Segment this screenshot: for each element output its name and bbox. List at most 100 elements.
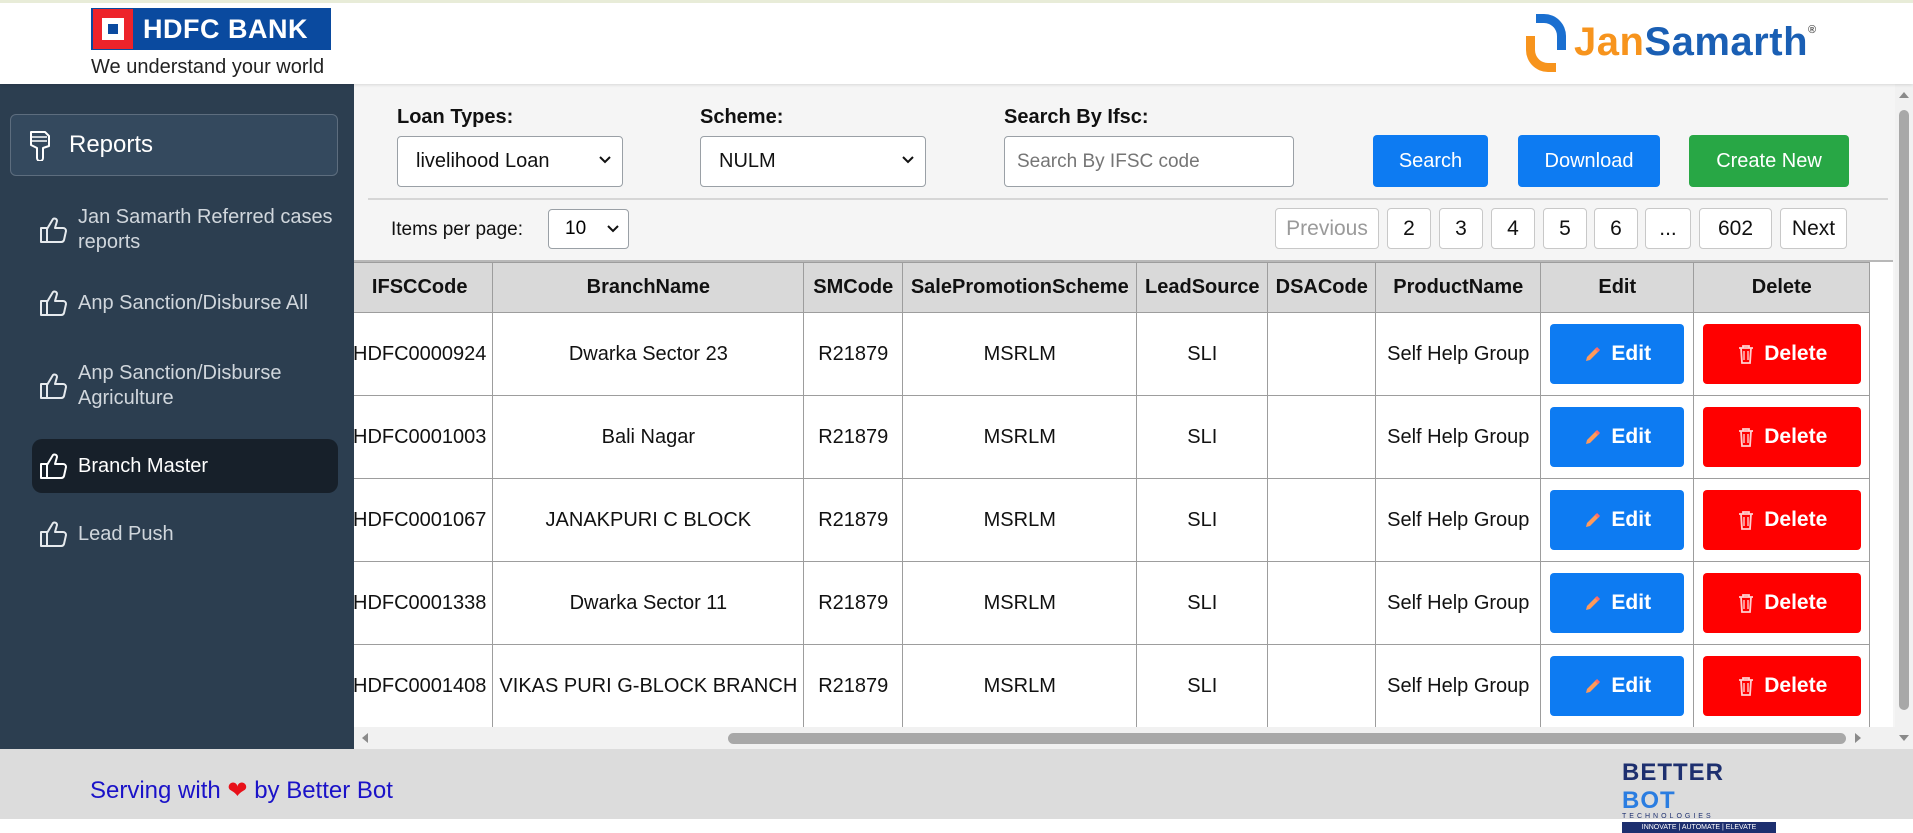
- edit-button[interactable]: Edit: [1550, 656, 1685, 716]
- footer-credit: Serving with ❤ by Better Bot: [90, 776, 393, 805]
- sidebar-item-label: Branch Master: [78, 454, 209, 477]
- scroll-right-arrow-icon: [1855, 733, 1861, 743]
- better-bot-logo[interactable]: BETTER BOT TECHNOLOGIES INNOVATE | AUTOM…: [1622, 759, 1778, 833]
- better-bot-logo-title: BETTER BOT: [1622, 759, 1724, 814]
- page-vertical-scrollbar[interactable]: [1895, 84, 1913, 749]
- delete-button[interactable]: Delete: [1702, 573, 1861, 633]
- cell-scheme: MSRLM: [902, 312, 1138, 396]
- pencil-icon: [1586, 512, 1601, 527]
- cell-ifsc: HDFC0001408: [354, 644, 494, 727]
- delete-button[interactable]: Delete: [1702, 656, 1861, 716]
- cell-dsacode: [1267, 561, 1377, 645]
- sidebar-item-anp-sanction-disburse-all[interactable]: Anp Sanction/Disburse All: [32, 283, 338, 323]
- table-header-row: IFSCCode BranchName SMCode SalePromotion…: [354, 262, 1871, 313]
- items-per-page-label: Items per page:: [391, 219, 524, 240]
- sidebar-item-branch-master[interactable]: Branch Master: [32, 439, 338, 493]
- sidebar-item-label: Lead Push: [78, 522, 174, 545]
- pagination-previous[interactable]: Previous: [1275, 208, 1379, 249]
- delete-button-label: Delete: [1764, 674, 1828, 697]
- ifsc-search-input[interactable]: [1004, 136, 1294, 187]
- column-header-salepromotionscheme[interactable]: SalePromotionScheme: [902, 262, 1138, 313]
- scroll-down-arrow-icon: [1899, 735, 1909, 741]
- pagination-next[interactable]: Next: [1780, 208, 1847, 249]
- filter-divider: [368, 198, 1888, 200]
- sidebar-item-jan-samarth-referred-cases[interactable]: Jan Samarth Referred cases reports: [32, 202, 338, 258]
- create-new-button[interactable]: Create New: [1689, 135, 1849, 187]
- items-per-page-select[interactable]: 10: [548, 209, 629, 249]
- table-row: HDFC0000924 Dwarka Sector 23 R21879 MSRL…: [354, 312, 1871, 396]
- cell-leadsource: SLI: [1136, 644, 1269, 727]
- footer-text-after: by Better Bot: [254, 777, 393, 804]
- hdfc-bank-logo[interactable]: HDFC BANK We understand your world: [91, 8, 331, 82]
- table-horizontal-scrollbar[interactable]: [354, 727, 1913, 749]
- sidebar-item-anp-sanction-disburse-agriculture[interactable]: Anp Sanction/Disburse Agriculture: [32, 358, 338, 414]
- column-header-ifsccode[interactable]: IFSCCode: [354, 262, 494, 313]
- download-button[interactable]: Download: [1518, 135, 1660, 187]
- delete-button-label: Delete: [1764, 591, 1828, 614]
- edit-button-label: Edit: [1611, 508, 1652, 531]
- delete-button-label: Delete: [1764, 508, 1828, 531]
- pagination-page-602[interactable]: 602: [1699, 208, 1772, 249]
- chevron-down-icon: [902, 156, 914, 164]
- better-bot-logo-subtitle: TECHNOLOGIES: [1622, 813, 1714, 820]
- sidebar-reports-label: Reports: [69, 131, 154, 158]
- cell-product: Self Help Group: [1375, 644, 1542, 727]
- pagination-page-6[interactable]: 6: [1594, 208, 1638, 249]
- chevron-down-icon: [599, 156, 611, 164]
- thumbs-up-icon: [40, 217, 67, 243]
- cell-delete: Delete: [1693, 312, 1871, 396]
- edit-button[interactable]: Edit: [1550, 407, 1685, 467]
- sidebar-reports-header[interactable]: Reports: [10, 114, 338, 176]
- jansamarth-logo[interactable]: JanSamarth®: [1526, 9, 1817, 75]
- pagination-page-2[interactable]: 2: [1387, 208, 1431, 249]
- edit-button[interactable]: Edit: [1550, 573, 1685, 633]
- cell-scheme: MSRLM: [902, 561, 1138, 645]
- column-header-productname[interactable]: ProductName: [1375, 262, 1542, 313]
- cell-ifsc: HDFC0001003: [354, 395, 494, 479]
- trash-icon: [1739, 594, 1754, 613]
- edit-button[interactable]: Edit: [1550, 324, 1685, 384]
- delete-button[interactable]: Delete: [1702, 490, 1861, 550]
- cell-scheme: MSRLM: [902, 478, 1138, 562]
- app-footer: Serving with ❤ by Better Bot BETTER BOT …: [0, 749, 1913, 833]
- page-vertical-scrollbar-thumb[interactable]: [1899, 110, 1909, 710]
- hdfc-tagline: We understand your world: [91, 56, 325, 78]
- table-horizontal-scrollbar-thumb[interactable]: [728, 733, 1846, 744]
- cell-edit: Edit: [1540, 644, 1695, 727]
- jansamarth-logo-text: JanSamarth®: [1574, 19, 1817, 64]
- cell-product: Self Help Group: [1375, 395, 1542, 479]
- table-row: HDFC0001003 Bali Nagar R21879 MSRLM SLI …: [354, 395, 1871, 479]
- column-header-smcode[interactable]: SMCode: [803, 262, 904, 313]
- delete-button[interactable]: Delete: [1702, 324, 1861, 384]
- cell-smcode: R21879: [803, 561, 904, 645]
- cell-smcode: R21879: [803, 312, 904, 396]
- scheme-select[interactable]: NULM: [700, 136, 926, 187]
- search-button[interactable]: Search: [1373, 135, 1488, 187]
- sidebar-item-label: Anp Sanction/Disburse Agriculture: [78, 362, 282, 409]
- pagination-page-3[interactable]: 3: [1439, 208, 1483, 249]
- column-header-branchname[interactable]: BranchName: [492, 262, 805, 313]
- cell-branch: VIKAS PURI G-BLOCK BRANCH: [492, 644, 805, 727]
- thumbs-up-icon: [40, 521, 67, 547]
- thumbs-up-icon: [40, 373, 67, 399]
- delete-button-label: Delete: [1764, 425, 1828, 448]
- pagination-page-5[interactable]: 5: [1543, 208, 1587, 249]
- items-per-page-value: 10: [565, 218, 587, 239]
- pagination-page-4[interactable]: 4: [1491, 208, 1535, 249]
- cell-leadsource: SLI: [1136, 561, 1269, 645]
- column-header-edit: Edit: [1540, 262, 1695, 313]
- column-header-leadsource[interactable]: LeadSource: [1136, 262, 1269, 313]
- heart-icon: ❤: [227, 777, 248, 804]
- scroll-left-arrow-icon: [362, 733, 368, 743]
- edit-button[interactable]: Edit: [1550, 490, 1685, 550]
- column-header-dsacode[interactable]: DSACode: [1267, 262, 1377, 313]
- cell-branch: Dwarka Sector 11: [492, 561, 805, 645]
- cell-smcode: R21879: [803, 395, 904, 479]
- loan-types-select[interactable]: livelihood Loan: [397, 136, 623, 187]
- delete-button[interactable]: Delete: [1702, 407, 1861, 467]
- sidebar-item-lead-push[interactable]: Lead Push: [32, 514, 338, 554]
- cell-edit: Edit: [1540, 395, 1695, 479]
- cell-ifsc: HDFC0001067: [354, 478, 494, 562]
- hdfc-logo-box: HDFC BANK: [91, 8, 331, 50]
- jansamarth-mark-icon: [1526, 12, 1570, 72]
